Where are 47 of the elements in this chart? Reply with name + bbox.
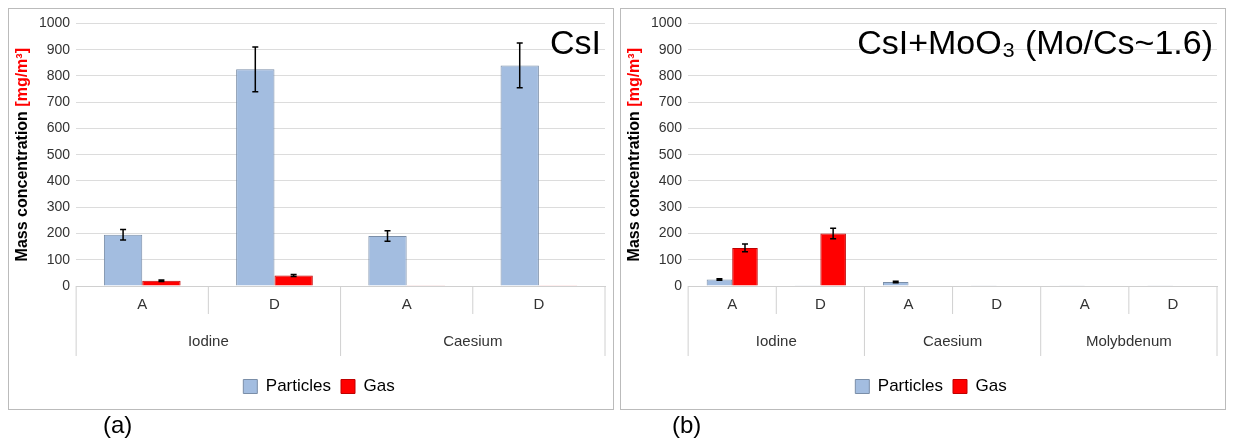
x-tick-label: A [727, 295, 738, 313]
text: (a) [102, 410, 134, 440]
y-axis-title: Mass concentration [mg/m³] [13, 48, 31, 262]
text: Iodine [187, 332, 229, 350]
x-tick-label: D [269, 295, 281, 313]
text: Caesium [922, 332, 983, 350]
x-tick-label: A [137, 295, 148, 313]
text: Iodine [755, 332, 797, 350]
x-tick-label: A [401, 295, 412, 313]
y-tick-label: 600 [658, 119, 683, 136]
legend-label: Gas [975, 376, 1007, 396]
y-tick-label: 400 [46, 171, 71, 188]
y-tick-label: 300 [658, 198, 683, 215]
y-tick-label: 800 [658, 66, 683, 83]
chart-title: CsI+MoO₃ (Mo/Cs~1.6) [857, 22, 1213, 61]
y-tick-label: 1000 [38, 14, 71, 31]
y-tick-label: 900 [658, 40, 683, 57]
x-tick-label: D [533, 295, 545, 313]
y-tick-label: 300 [46, 198, 71, 215]
chart-title: CsI [550, 22, 601, 61]
y-tick-label: 200 [658, 224, 683, 241]
y-tick-label: 800 [46, 66, 71, 83]
legend-label: Particles [265, 376, 332, 396]
y-tick-label: 0 [674, 276, 683, 293]
y-tick-label: 500 [658, 145, 683, 162]
text: (b) [671, 410, 703, 440]
y-tick-label: 100 [658, 250, 683, 267]
x-tick-label: A [903, 295, 914, 313]
y-tick-label: 100 [46, 250, 71, 267]
text: Caesium [443, 332, 503, 350]
y-tick-label: 500 [46, 145, 71, 162]
x-tick-label: D [814, 295, 826, 313]
text: Molybdenum [1085, 332, 1172, 350]
y-tick-label: 1000 [650, 14, 683, 31]
x-tick-label: A [1079, 295, 1090, 313]
y-axis-title: Mass concentration [mg/m³] [625, 48, 643, 262]
y-tick-label: 400 [658, 171, 683, 188]
y-tick-label: 0 [62, 276, 71, 293]
y-tick-label: 700 [46, 93, 71, 110]
y-tick-label: 600 [46, 119, 71, 136]
x-tick-label: D [991, 295, 1003, 313]
legend-label: Particles [877, 376, 944, 396]
y-tick-label: 900 [46, 40, 71, 57]
y-tick-label: 200 [46, 224, 71, 241]
y-tick-label: 700 [658, 93, 683, 110]
legend-label: Gas [363, 376, 395, 396]
x-tick-label: D [1167, 295, 1179, 313]
